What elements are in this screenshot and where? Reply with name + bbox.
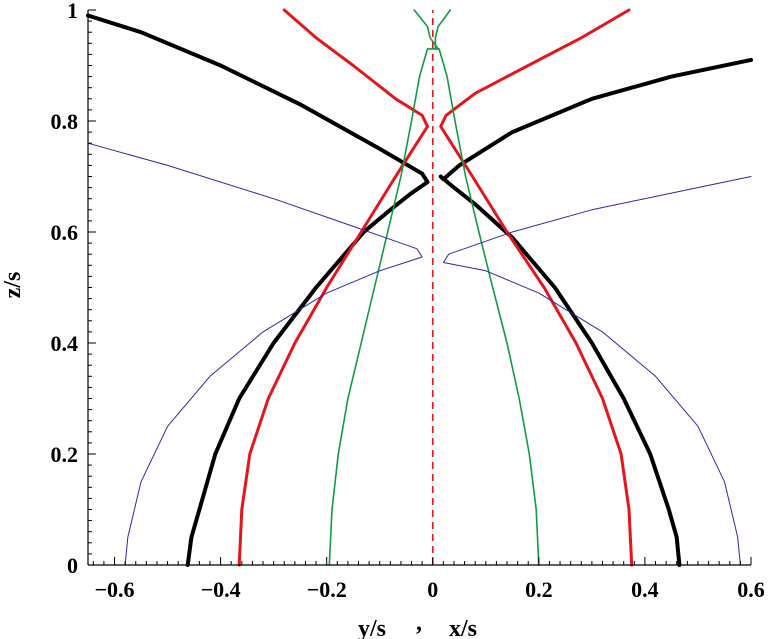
- series-line-green-left: [328, 9, 439, 566]
- series-line-black-left: [86, 13, 430, 567]
- x-tick-label: 0: [427, 577, 438, 602]
- x-tick-label: −0.4: [201, 577, 241, 602]
- y-tick-label: 0: [67, 553, 78, 578]
- y-tick-label: 0.6: [51, 220, 79, 245]
- y-tick-label: 0.2: [51, 442, 79, 467]
- x-tick-label: −0.6: [94, 577, 134, 602]
- series-line-green-right: [434, 9, 540, 566]
- x-tick-label: 0.4: [631, 577, 659, 602]
- series-line-blue-right: [442, 176, 752, 566]
- x-tick-label: 0.2: [525, 577, 553, 602]
- x-tick-label: −0.2: [307, 577, 347, 602]
- y-tick-label: 0.4: [51, 331, 79, 356]
- x-axis-label-left: y/s: [358, 616, 386, 639]
- series-line-black-right: [438, 57, 753, 567]
- x-axis-label-right: x/s: [449, 616, 477, 639]
- x-tick-label: 0.6: [737, 577, 765, 602]
- series-line-red-left: [237, 8, 429, 567]
- x-axis-label-separator: ,: [416, 610, 422, 636]
- series-group: [86, 8, 753, 567]
- axes-group: −0.6 −0.4 −0.2 0 0.2 0.4 0.6 0 0.2 0.4 0.6 0.8 1: [51, 0, 765, 602]
- series-line-red-right: [439, 8, 634, 567]
- series-line-blue-left: [87, 142, 423, 566]
- y-tick-label: 0.8: [51, 109, 79, 134]
- y-axis-label: z/s: [0, 272, 26, 299]
- y-tick-label: 1: [67, 0, 78, 23]
